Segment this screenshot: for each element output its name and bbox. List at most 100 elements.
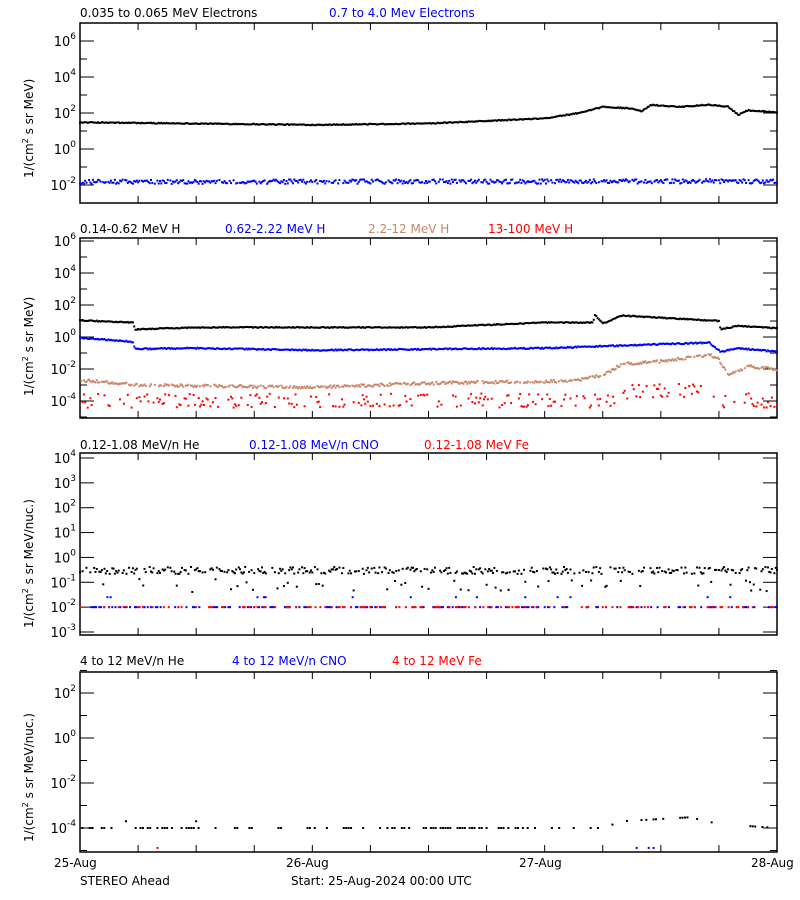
data-point — [533, 117, 536, 120]
data-point — [587, 606, 590, 609]
data-point — [524, 580, 527, 583]
data-point — [178, 327, 181, 330]
data-point — [322, 179, 325, 182]
data-point — [359, 326, 362, 329]
data-point — [470, 324, 473, 327]
data-point — [470, 347, 473, 350]
data-point — [468, 569, 471, 572]
data-point — [632, 314, 635, 317]
data-point — [405, 181, 408, 184]
data-point — [98, 122, 101, 125]
data-point — [679, 606, 682, 609]
data-point — [139, 383, 142, 386]
data-point — [537, 380, 540, 383]
data-point — [684, 341, 687, 344]
data-point — [563, 346, 566, 349]
data-point — [195, 386, 198, 389]
data-point — [356, 123, 359, 126]
data-point — [325, 349, 328, 352]
data-point — [750, 348, 753, 351]
data-point — [761, 348, 764, 351]
data-point — [743, 324, 746, 327]
data-point — [719, 182, 722, 185]
data-point — [542, 567, 545, 570]
data-point — [583, 377, 586, 380]
data-point — [588, 321, 591, 324]
data-point — [520, 118, 523, 121]
data-point — [241, 572, 244, 575]
data-point — [258, 123, 261, 126]
data-point — [188, 346, 191, 349]
data-point — [161, 179, 164, 182]
data-point — [594, 180, 597, 183]
data-point — [251, 179, 254, 182]
data-point — [404, 181, 407, 184]
data-point — [264, 386, 267, 389]
data-point — [379, 393, 382, 396]
data-point — [485, 119, 488, 122]
data-point — [369, 384, 372, 387]
data-point — [104, 181, 107, 184]
data-point — [435, 380, 438, 383]
data-point — [750, 589, 753, 592]
data-point — [166, 178, 169, 181]
data-point — [769, 367, 772, 370]
data-point — [494, 323, 497, 326]
data-point — [254, 348, 257, 351]
data-point — [637, 181, 640, 184]
data-point — [299, 349, 302, 352]
data-point — [373, 326, 376, 329]
data-point — [328, 569, 331, 572]
data-point — [328, 393, 331, 396]
data-point — [187, 122, 190, 125]
data-point — [508, 606, 511, 609]
data-point — [79, 606, 81, 609]
data-point — [268, 392, 271, 395]
data-point — [577, 111, 580, 114]
data-point — [186, 327, 189, 330]
data-point — [160, 384, 163, 387]
data-point — [378, 123, 381, 126]
data-point — [601, 606, 604, 609]
data-point — [142, 180, 145, 183]
data-point — [631, 107, 634, 110]
data-point — [169, 566, 172, 569]
data-point — [133, 180, 136, 183]
data-point — [770, 327, 773, 330]
data-point — [149, 348, 152, 351]
data-point — [732, 109, 735, 112]
data-point — [419, 122, 422, 125]
data-point — [538, 178, 541, 181]
data-point — [512, 570, 515, 573]
data-point — [459, 120, 462, 123]
data-point — [249, 348, 252, 351]
data-point — [659, 104, 662, 107]
data-point — [689, 355, 692, 358]
data-point — [295, 606, 298, 609]
data-point — [364, 606, 367, 609]
data-point — [343, 348, 346, 351]
data-point — [320, 572, 323, 575]
data-point — [210, 326, 213, 329]
data-point — [610, 368, 613, 371]
data-point — [773, 326, 776, 329]
data-point — [361, 325, 364, 328]
data-point — [499, 347, 502, 350]
data-point — [548, 398, 551, 401]
data-point — [698, 341, 701, 344]
data-point — [582, 395, 585, 398]
data-point — [761, 365, 764, 368]
data-point — [227, 385, 230, 388]
data-point — [688, 180, 691, 183]
y-tick-label: 100 — [54, 328, 77, 346]
data-point — [178, 181, 181, 184]
data-point — [769, 111, 772, 114]
data-point — [304, 326, 307, 329]
data-point — [214, 384, 217, 387]
data-point — [458, 324, 461, 327]
data-point — [306, 827, 309, 829]
data-point — [715, 568, 718, 571]
data-point — [317, 582, 320, 585]
data-point — [249, 384, 252, 387]
data-point — [741, 181, 744, 184]
